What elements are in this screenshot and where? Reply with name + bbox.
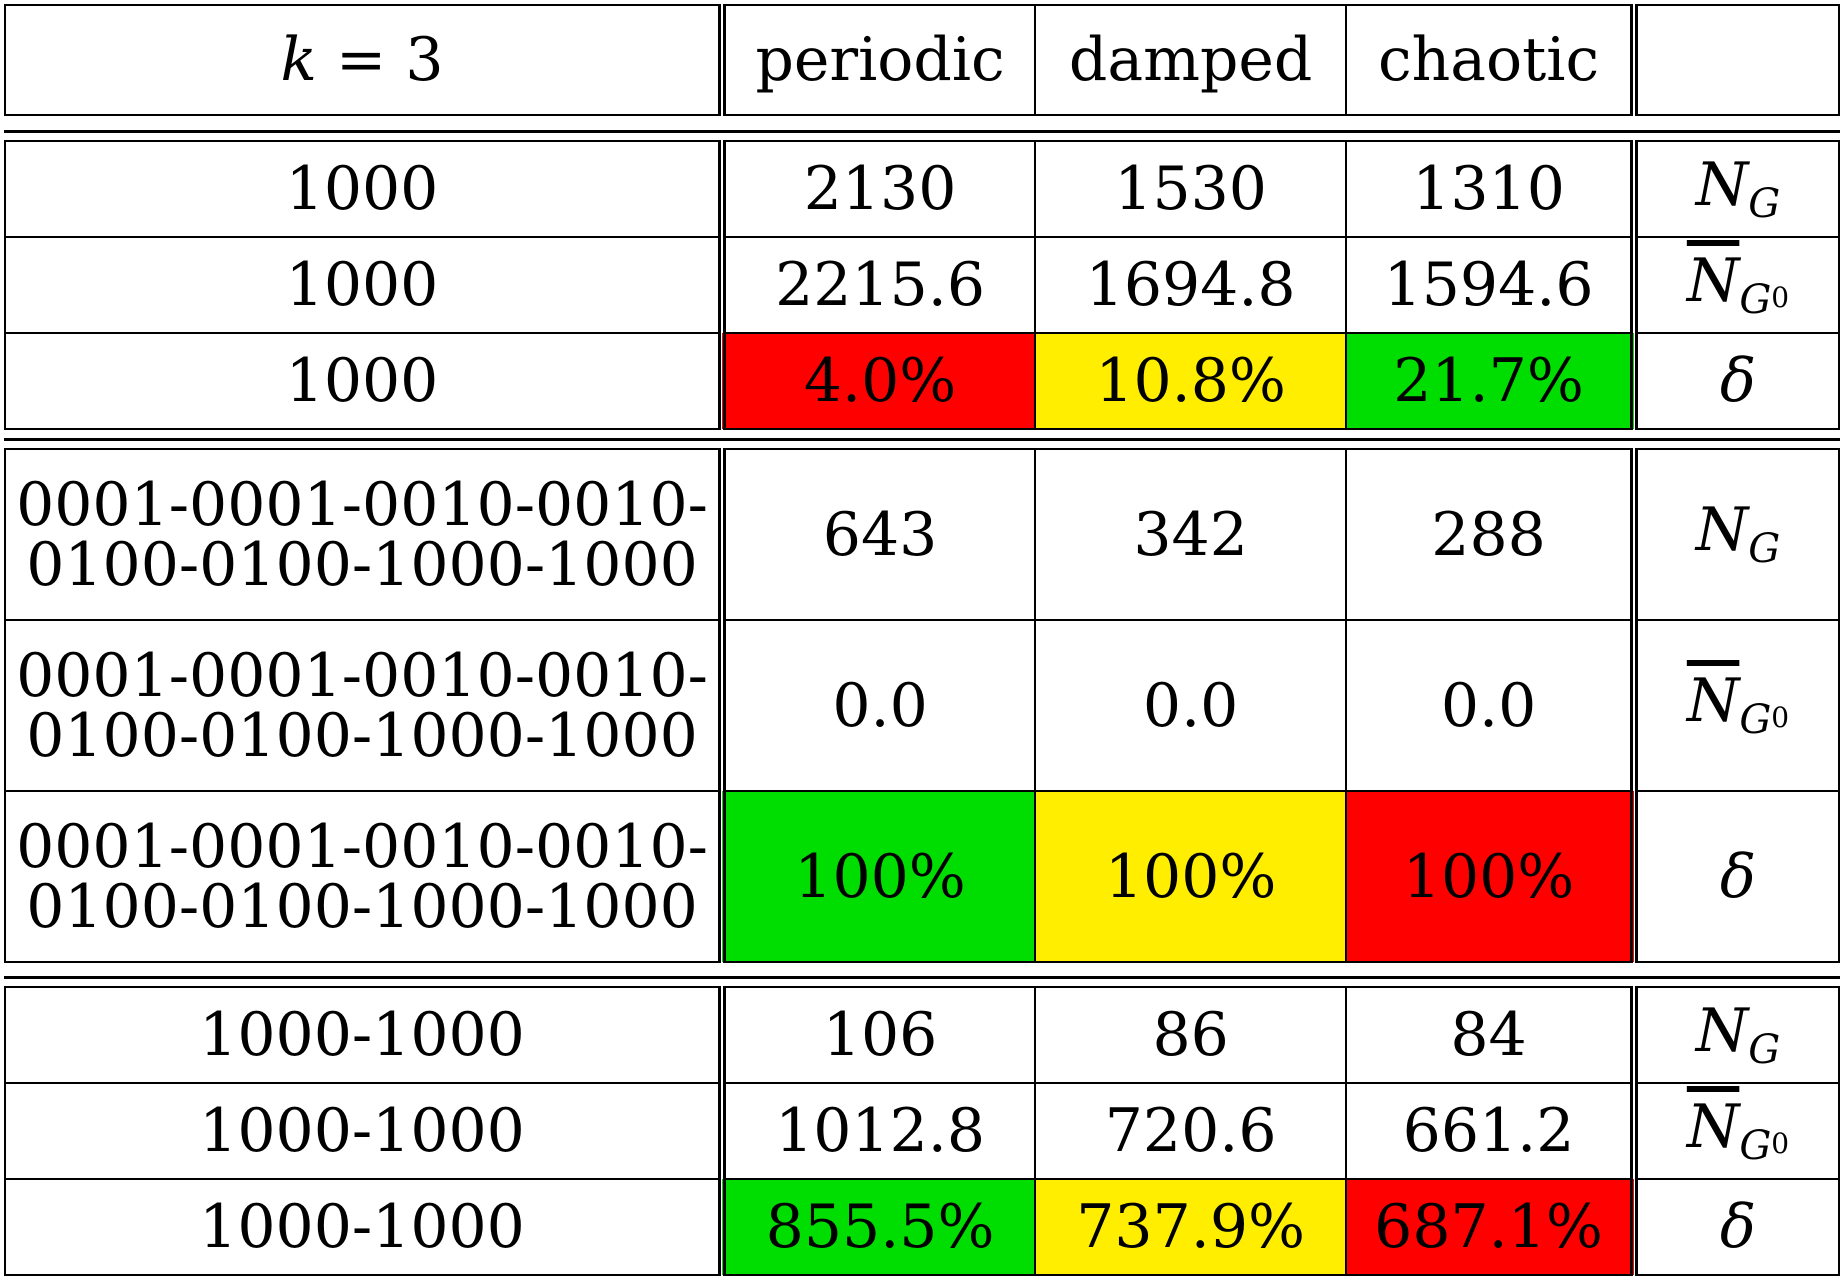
value-damped: 342 — [1034, 448, 1348, 621]
separator-line — [4, 438, 1840, 441]
row-label: 1000 — [3, 236, 727, 334]
delta-periodic: 855.5% — [721, 1178, 1037, 1276]
value-chaotic: 661.2 — [1345, 1082, 1638, 1180]
metric-NG0-bar: NG0 — [1629, 1082, 1841, 1180]
value-chaotic: 1594.6 — [1345, 236, 1638, 334]
value-periodic: 0.0 — [721, 619, 1037, 792]
k-value: = 3 — [335, 25, 444, 95]
value-chaotic: 84 — [1345, 986, 1638, 1084]
value-damped: 86 — [1034, 986, 1348, 1084]
delta-chaotic: 687.1% — [1345, 1178, 1638, 1276]
value-periodic: 2130 — [721, 140, 1037, 238]
value-damped: 720.6 — [1034, 1082, 1348, 1180]
row-label: 1000-1000 — [3, 1082, 727, 1180]
metric-delta: δ — [1629, 1178, 1841, 1276]
block-3-table: 1000-1000 106 86 84 NG 1000-1000 1012.8 … — [3, 986, 1841, 1276]
table-row: 1000-1000 855.5% 737.9% 687.1% δ — [3, 1178, 1841, 1276]
metric-delta: δ — [1629, 790, 1841, 963]
row-label: 1000-1000 — [3, 1178, 727, 1276]
row-label: 0001-0001-0010-0010- 0100-0100-1000-1000 — [3, 790, 727, 963]
metric-NG0-bar: NG0 — [1629, 236, 1841, 334]
table-row: 0001-0001-0010-0010- 0100-0100-1000-1000 … — [3, 790, 1841, 963]
delta-chaotic: 21.7% — [1345, 332, 1638, 430]
value-damped: 0.0 — [1034, 619, 1348, 792]
separator-line — [4, 976, 1840, 979]
col-header-damped: damped — [1034, 4, 1348, 116]
metric-NG: NG — [1629, 986, 1841, 1084]
delta-periodic: 4.0% — [721, 332, 1037, 430]
metric-NG0-bar: NG0 — [1629, 619, 1841, 792]
col-header-chaotic: chaotic — [1345, 4, 1638, 116]
block-1-table: 1000 2130 1530 1310 NG 1000 2215.6 1694.… — [3, 140, 1841, 430]
k-symbol: k — [280, 25, 317, 95]
delta-chaotic: 100% — [1345, 790, 1638, 963]
table-row: 0001-0001-0010-0010- 0100-0100-1000-1000 … — [3, 448, 1841, 621]
value-damped: 1530 — [1034, 140, 1348, 238]
table-row: 0001-0001-0010-0010- 0100-0100-1000-1000 … — [3, 619, 1841, 792]
k-header-cell: k = 3 — [3, 4, 727, 116]
table-row: 1000-1000 106 86 84 NG — [3, 986, 1841, 1084]
col-header-periodic: periodic — [721, 4, 1037, 116]
row-label: 1000 — [3, 140, 727, 238]
row-label: 1000 — [3, 332, 727, 430]
value-periodic: 106 — [721, 986, 1037, 1084]
value-periodic: 1012.8 — [721, 1082, 1037, 1180]
delta-periodic: 100% — [721, 790, 1037, 963]
row-label: 0001-0001-0010-0010- 0100-0100-1000-1000 — [3, 448, 727, 621]
delta-damped: 100% — [1034, 790, 1348, 963]
metric-NG: NG — [1629, 448, 1841, 621]
table-row: 1000 2215.6 1694.8 1594.6 NG0 — [3, 236, 1841, 334]
value-chaotic: 0.0 — [1345, 619, 1638, 792]
separator-line — [4, 130, 1840, 133]
metric-NG: NG — [1629, 140, 1841, 238]
table-row: 1000 4.0% 10.8% 21.7% δ — [3, 332, 1841, 430]
row-label: 0001-0001-0010-0010- 0100-0100-1000-1000 — [3, 619, 727, 792]
row-label: 1000-1000 — [3, 986, 727, 1084]
value-chaotic: 288 — [1345, 448, 1638, 621]
value-periodic: 2215.6 — [721, 236, 1037, 334]
table-row: 1000-1000 1012.8 720.6 661.2 NG0 — [3, 1082, 1841, 1180]
value-periodic: 643 — [721, 448, 1037, 621]
block-2-table: 0001-0001-0010-0010- 0100-0100-1000-1000 … — [3, 448, 1841, 963]
table-row: 1000 2130 1530 1310 NG — [3, 140, 1841, 238]
col-header-metric — [1629, 4, 1841, 116]
metric-delta: δ — [1629, 332, 1841, 430]
header-table: k = 3 periodic damped chaotic — [3, 4, 1841, 116]
value-damped: 1694.8 — [1034, 236, 1348, 334]
delta-damped: 737.9% — [1034, 1178, 1348, 1276]
value-chaotic: 1310 — [1345, 140, 1638, 238]
delta-damped: 10.8% — [1034, 332, 1348, 430]
